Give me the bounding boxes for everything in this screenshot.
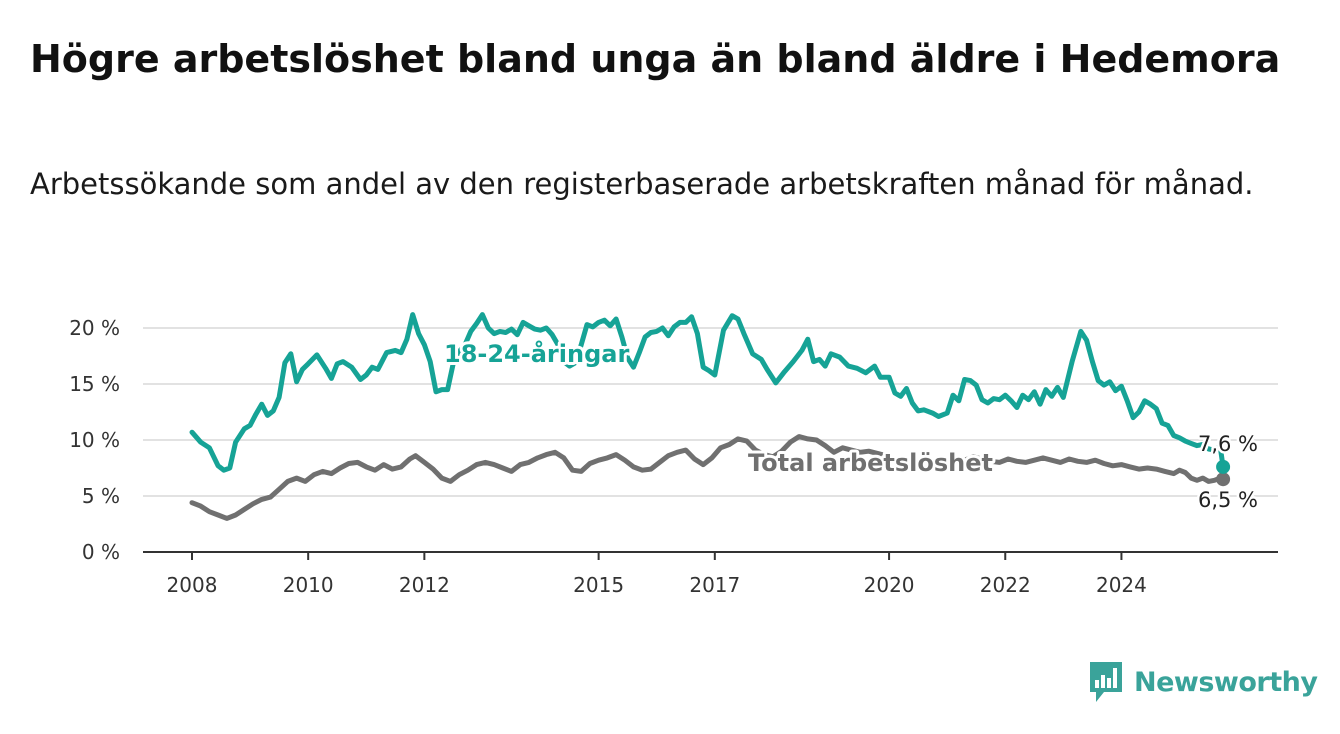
x-tick-label: 2010 (283, 573, 334, 597)
x-tick-label: 2008 (167, 573, 218, 597)
x-tick-label: 2020 (864, 573, 915, 597)
x-tick-label: 2022 (980, 573, 1031, 597)
y-tick-label: 5 % (82, 484, 120, 508)
series-label-youth: 18-24-åringar (444, 339, 629, 368)
y-axis-ticks: 0 % 5 % 10 % 15 % 20 % (69, 316, 120, 564)
x-tick-label: 2017 (689, 573, 740, 597)
series-line-total (189, 434, 1226, 521)
x-tick-label: 2015 (573, 573, 624, 597)
y-tick-label: 20 % (69, 316, 120, 340)
y-tick-label: 0 % (82, 540, 120, 564)
series-label-total: Total arbetslöshet (748, 449, 993, 477)
end-value-label-youth: 7,6 % (1198, 432, 1258, 456)
series-line-youth (189, 312, 1226, 473)
y-tick-label: 10 % (69, 428, 120, 452)
series-lines (189, 312, 1231, 521)
series-line-total-end-point (1216, 472, 1231, 487)
chart-subtitle: Arbetssökande som andel av den registerb… (30, 167, 1254, 201)
x-axis-ticks: 2008 2010 2012 2015 2017 2020 2022 2024 (167, 552, 1147, 597)
brand-name: Newsworthy (1134, 666, 1318, 698)
chart-title: Högre arbetslöshet bland unga än bland ä… (30, 37, 1281, 81)
y-tick-label: 15 % (69, 372, 120, 396)
newsworthy-bar-chart-icon (1090, 662, 1122, 702)
end-value-label-total: 6,5 % (1198, 488, 1258, 512)
x-tick-label: 2024 (1096, 573, 1147, 597)
series-line-youth-end-point (1216, 459, 1231, 474)
series-labels: 18-24-åringar Total arbetslöshet 7,6 % 6,5 … (441, 336, 1261, 515)
newsworthy-logo: Newsworthy (1088, 660, 1318, 704)
gridlines (143, 327, 1278, 497)
x-tick-label: 2012 (399, 573, 450, 597)
